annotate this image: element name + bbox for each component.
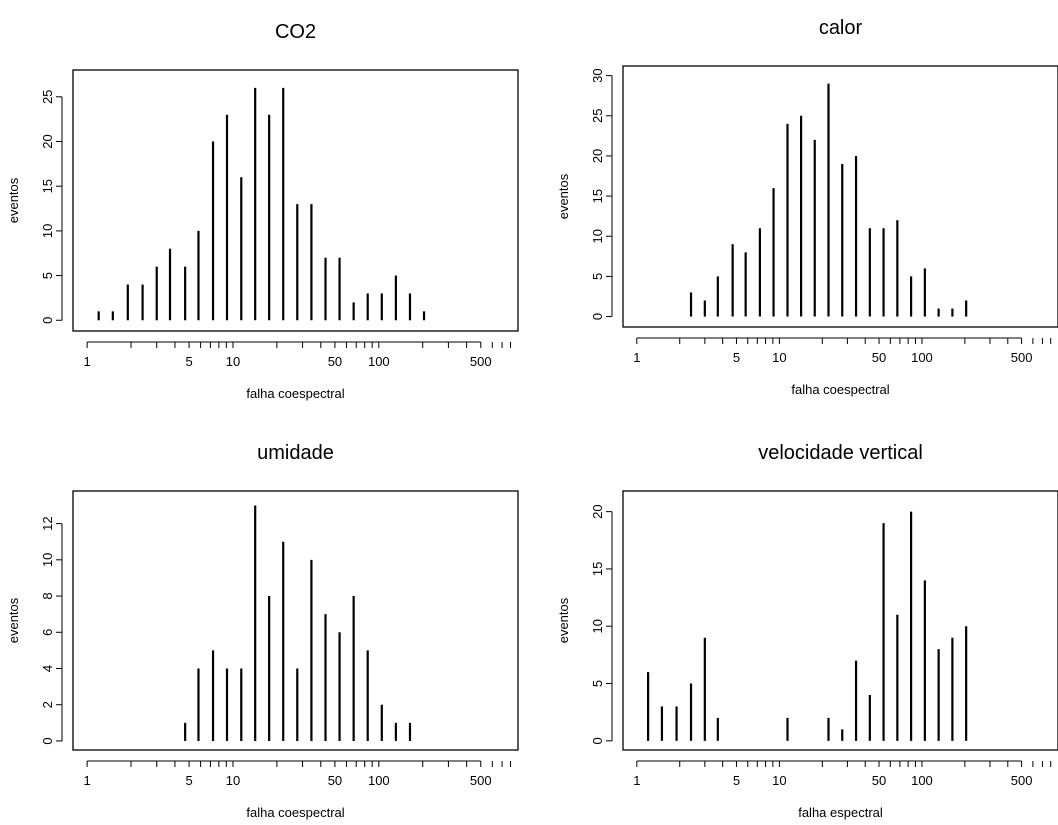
y-tick-label: 30 [590, 68, 605, 82]
y-tick-label: 20 [590, 149, 605, 163]
y-tick-label: 20 [590, 504, 605, 518]
x-tick-label: 1 [633, 350, 640, 365]
x-tick-label: 10 [772, 350, 786, 365]
x-tick-label: 1 [84, 354, 91, 369]
y-tick-label: 15 [590, 189, 605, 203]
x-tick-label: 5 [185, 773, 192, 788]
x-tick-label: 5 [733, 350, 740, 365]
chart-title: calor [819, 17, 863, 39]
y-tick-label: 5 [590, 273, 605, 280]
chart-panel-3: umidade 1 5 10 50 100 500 0 2 4 6 8 10 12 falha coespe… [6, 442, 519, 820]
x-tick-label: 5 [185, 354, 192, 369]
x-tick-label: 500 [470, 354, 492, 369]
x-tick-label: 10 [226, 354, 240, 369]
x-axis-label: falha coespectral [246, 805, 344, 820]
x-tick-label: 10 [772, 773, 786, 788]
plot-frame [622, 490, 1058, 751]
x-tick-label: 100 [368, 773, 390, 788]
plot-frame [72, 69, 519, 332]
y-tick-label: 10 [40, 224, 55, 238]
y-tick-label: 20 [40, 134, 55, 148]
x-tick-label: 50 [328, 354, 342, 369]
y-tick-label: 5 [590, 680, 605, 687]
x-tick-label: 100 [368, 354, 390, 369]
y-tick-label: 8 [40, 592, 55, 599]
y-tick-label: 0 [590, 737, 605, 744]
plot-frame [622, 65, 1058, 328]
y-tick-label: 5 [40, 272, 55, 279]
y-tick-label: 2 [40, 701, 55, 708]
y-axis-label: eventos [6, 597, 21, 643]
x-tick-label: 500 [1011, 773, 1033, 788]
y-axis-label: eventos [556, 597, 571, 643]
x-tick-label: 100 [911, 773, 933, 788]
x-axis-label: falha coespectral [246, 386, 344, 401]
y-tick-label: 15 [40, 179, 55, 193]
y-axis-label: eventos [556, 173, 571, 219]
x-tick-label: 50 [328, 773, 342, 788]
x-tick-label: 1 [84, 773, 91, 788]
x-tick-label: 100 [911, 350, 933, 365]
x-axis-label: falha coespectral [791, 382, 889, 397]
y-tick-label: 10 [590, 229, 605, 243]
y-tick-label: 0 [40, 317, 55, 324]
plot-frame [72, 490, 519, 751]
x-tick-label: 5 [733, 773, 740, 788]
y-axis-label: eventos [6, 177, 21, 223]
y-tick-label: 10 [40, 553, 55, 567]
y-tick-label: 15 [590, 562, 605, 576]
chart-title: CO2 [275, 21, 316, 43]
y-tick-label: 0 [590, 313, 605, 320]
x-tick-label: 1 [633, 773, 640, 788]
y-tick-label: 4 [40, 665, 55, 672]
x-tick-label: 50 [872, 350, 886, 365]
y-tick-label: 25 [40, 90, 55, 104]
y-tick-label: 10 [590, 619, 605, 633]
y-tick-label: 0 [40, 737, 55, 744]
y-tick-label: 12 [40, 516, 55, 530]
y-tick-label: 6 [40, 629, 55, 636]
x-tick-label: 500 [470, 773, 492, 788]
chart-title: velocidade vertical [758, 442, 923, 464]
x-tick-label: 500 [1011, 350, 1033, 365]
y-tick-label: 25 [590, 109, 605, 123]
x-axis-label: falha espectral [798, 805, 883, 820]
x-tick-label: 10 [226, 773, 240, 788]
x-tick-label: 50 [872, 773, 886, 788]
chart-title: umidade [257, 442, 334, 464]
